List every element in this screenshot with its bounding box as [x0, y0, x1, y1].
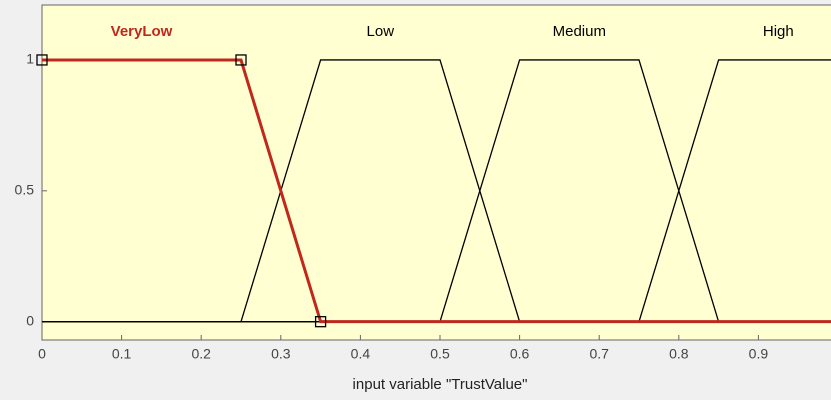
series-label: VeryLow: [111, 23, 173, 40]
x-tick-label: 0.9: [749, 346, 769, 362]
y-tick-label: 0.5: [15, 182, 35, 198]
x-tick-label: 0.3: [271, 346, 291, 362]
x-tick-label: 0.5: [430, 346, 450, 362]
y-tick-label: 0: [26, 312, 34, 328]
series-label: Medium: [553, 23, 606, 40]
x-tick-label: 0.4: [351, 346, 371, 362]
vertex-marker: [235, 54, 247, 66]
plot-area: [41, 4, 831, 341]
y-tick-label: 1: [26, 51, 34, 67]
x-tick-label: 0.7: [589, 346, 609, 362]
series-label: High: [763, 23, 794, 40]
series-line: [42, 58, 831, 324]
x-tick-label: 0: [38, 346, 46, 362]
vertex-marker: [36, 54, 48, 66]
series-label: Low: [367, 23, 395, 40]
vertex-marker: [314, 316, 327, 328]
x-tick-label: 0.6: [510, 346, 530, 362]
x-axis-label: input variable "TrustValue": [353, 376, 528, 393]
x-tick-label: 0.2: [191, 346, 211, 362]
x-tick-label: 0.8: [669, 346, 689, 362]
x-tick-label: 0.1: [112, 346, 132, 362]
